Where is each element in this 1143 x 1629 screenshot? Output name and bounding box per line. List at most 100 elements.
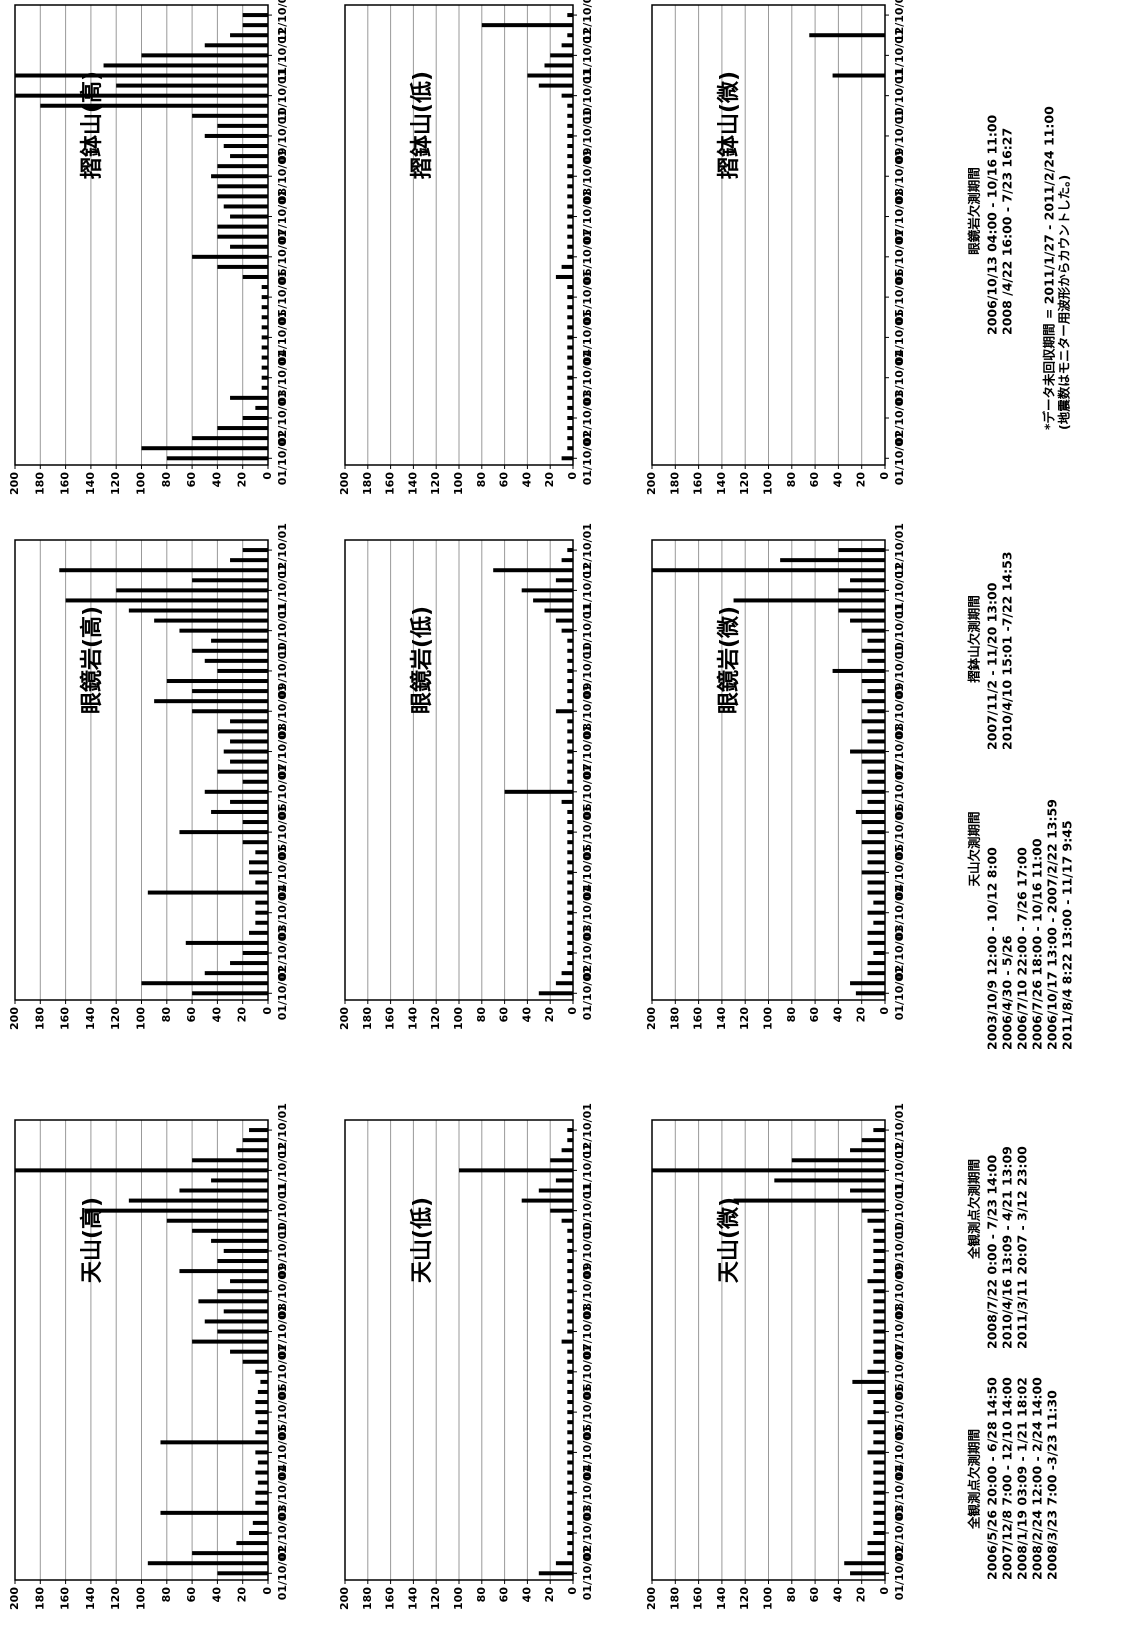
y-tick-label: 180 — [33, 1007, 46, 1030]
bar — [838, 608, 886, 613]
bar — [242, 415, 268, 420]
x-tick-label: 06/10/01 — [581, 230, 594, 284]
bar — [230, 739, 269, 744]
y-tick-label: 40 — [831, 1007, 844, 1023]
y-tick-label: 40 — [210, 1587, 223, 1603]
note-line: 2011/3/11 20:07 - 3/12 23:00 — [1015, 1146, 1030, 1349]
bar — [867, 709, 886, 714]
bar — [652, 1168, 885, 1173]
bar — [230, 759, 269, 764]
note-title: 摺鉢山欠測期間 — [967, 595, 982, 683]
bar — [255, 1470, 269, 1475]
x-tick-label: 05/10/01 — [581, 270, 594, 324]
bar — [185, 940, 268, 945]
bar — [128, 608, 268, 613]
y-tick-label: 140 — [406, 1587, 419, 1610]
x-tick-label: 09/10/01 — [276, 644, 289, 698]
x-tick-label: 09/10/01 — [276, 109, 289, 163]
y-tick-label: 100 — [452, 1007, 465, 1030]
note-line: 2008/1/19 03:09 - 1/21 18:02 — [1015, 1377, 1030, 1580]
x-tick-label: 04/10/01 — [276, 1425, 289, 1479]
x-tick-label: 12/10/01 — [276, 1103, 289, 1157]
bar — [179, 1269, 268, 1274]
bar — [873, 1520, 885, 1525]
x-tick-label: 09/10/01 — [581, 109, 594, 163]
bar — [504, 789, 574, 794]
y-tick-label: 0 — [566, 472, 579, 480]
bar — [217, 426, 268, 431]
bar — [493, 568, 574, 573]
bar — [567, 890, 573, 895]
plot-frame — [651, 4, 886, 466]
bar — [567, 436, 573, 441]
y-tick-label: 120 — [429, 1007, 442, 1030]
bar — [861, 699, 886, 704]
bar — [561, 799, 573, 804]
bar — [873, 1259, 885, 1264]
bar — [652, 568, 885, 573]
x-tick-label: 11/10/01 — [893, 1143, 906, 1197]
bar — [809, 33, 886, 38]
bar — [255, 850, 269, 855]
y-tick-label: 160 — [384, 1007, 397, 1030]
y-tick-label: 20 — [236, 1007, 249, 1023]
x-tick-label: 03/10/01 — [893, 1466, 906, 1520]
y-tick-label: 160 — [384, 1587, 397, 1610]
bar — [867, 1551, 886, 1556]
y-tick-label: 160 — [692, 1007, 705, 1030]
y-tick-label: 160 — [59, 1587, 72, 1610]
y-tick-label: 200 — [645, 1587, 658, 1610]
bar — [567, 325, 573, 330]
x-tick-label: 05/10/01 — [276, 805, 289, 859]
bar — [521, 588, 574, 593]
panel-title: 摺鉢山(低) — [409, 71, 435, 179]
y-tick-label: 180 — [668, 1007, 681, 1030]
bar — [567, 1530, 573, 1535]
y-tick-label: 100 — [135, 1007, 148, 1030]
x-tick-label: 02/10/01 — [581, 1506, 594, 1560]
bar — [567, 33, 573, 38]
bar — [873, 1470, 885, 1475]
bar — [791, 1158, 885, 1163]
y-tick-label: 60 — [498, 1587, 511, 1603]
y-tick-label: 0 — [566, 1007, 579, 1015]
bar — [249, 1128, 268, 1133]
bar — [873, 1510, 885, 1515]
plot-frame — [344, 4, 574, 466]
y-tick-label: 20 — [543, 1007, 556, 1023]
x-tick-label: 05/10/01 — [276, 1385, 289, 1439]
x-tick-label: 04/10/01 — [893, 845, 906, 899]
bar — [867, 850, 886, 855]
y-tick-label: 0 — [566, 1587, 579, 1595]
bar — [567, 1430, 573, 1435]
bar — [147, 1561, 268, 1566]
bar — [249, 930, 268, 935]
x-tick-label: 12/10/01 — [581, 0, 594, 42]
footnote: (地震数はモニター用波形からカウントした。) — [1057, 175, 1072, 430]
bar — [230, 33, 269, 38]
bar — [192, 689, 269, 694]
bar — [204, 1319, 268, 1324]
x-tick-label: 01/10/01 — [276, 966, 289, 1020]
y-tick-label: 20 — [236, 472, 249, 488]
y-tick-label: 140 — [406, 472, 419, 495]
y-tick-label: 100 — [762, 1007, 775, 1030]
bar — [850, 1571, 885, 1576]
panel-title: 眼鏡岩(微) — [716, 606, 742, 714]
bar — [861, 719, 886, 724]
note-line: 2007/11/2 - 11/20 13:00 — [985, 582, 1000, 750]
bar — [567, 1470, 573, 1475]
bar — [867, 1541, 886, 1546]
x-tick-label: 05/10/01 — [581, 805, 594, 859]
x-tick-label: 11/10/01 — [276, 28, 289, 82]
bar — [873, 1339, 885, 1344]
bar — [217, 1329, 268, 1334]
bar — [861, 679, 886, 684]
bar — [561, 264, 573, 269]
y-tick-label: 40 — [210, 472, 223, 488]
bar — [867, 880, 886, 885]
x-tick-label: 07/10/01 — [276, 190, 289, 244]
bar — [223, 144, 269, 149]
bar — [257, 1420, 269, 1425]
bar — [230, 1349, 269, 1354]
